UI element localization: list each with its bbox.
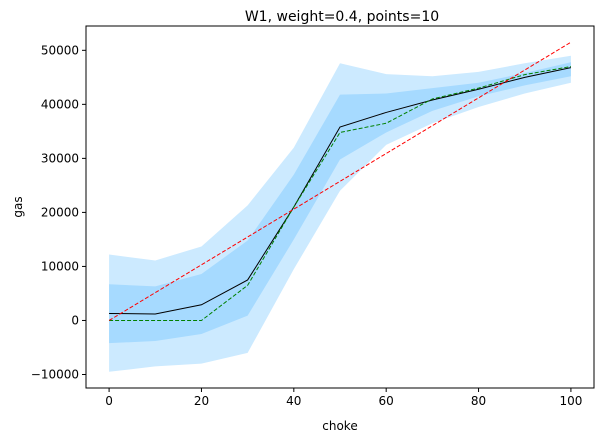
x-tick-label: 100 xyxy=(559,394,582,408)
y-axis-label: gas xyxy=(11,196,25,217)
x-tick-label: 60 xyxy=(379,394,394,408)
plot-area xyxy=(108,41,572,372)
confidence-band-1 xyxy=(109,62,571,344)
x-tick-label: 80 xyxy=(471,394,486,408)
y-tick-label: 0 xyxy=(71,313,79,327)
chart-title: W1, weight=0.4, points=10 xyxy=(245,9,439,25)
x-axis: 0 20 40 60 80 100 xyxy=(105,388,582,408)
series-line-2 xyxy=(109,67,572,315)
y-tick-label: 40000 xyxy=(41,97,79,111)
x-axis-label: choke xyxy=(322,419,357,433)
plot-frame xyxy=(85,25,595,389)
x-tick-label: 0 xyxy=(105,394,113,408)
x-tick-label: 20 xyxy=(194,394,209,408)
y-tick-label: −10000 xyxy=(31,367,79,381)
x-tick-label: 40 xyxy=(286,394,301,408)
y-tick-label: 20000 xyxy=(41,205,79,219)
y-tick-label: 30000 xyxy=(41,151,79,165)
y-tick-label: 50000 xyxy=(41,43,79,57)
y-axis: −10000 0 10000 20000 30000 40000 50000 xyxy=(31,43,86,381)
y-tick-label: 10000 xyxy=(41,259,79,273)
